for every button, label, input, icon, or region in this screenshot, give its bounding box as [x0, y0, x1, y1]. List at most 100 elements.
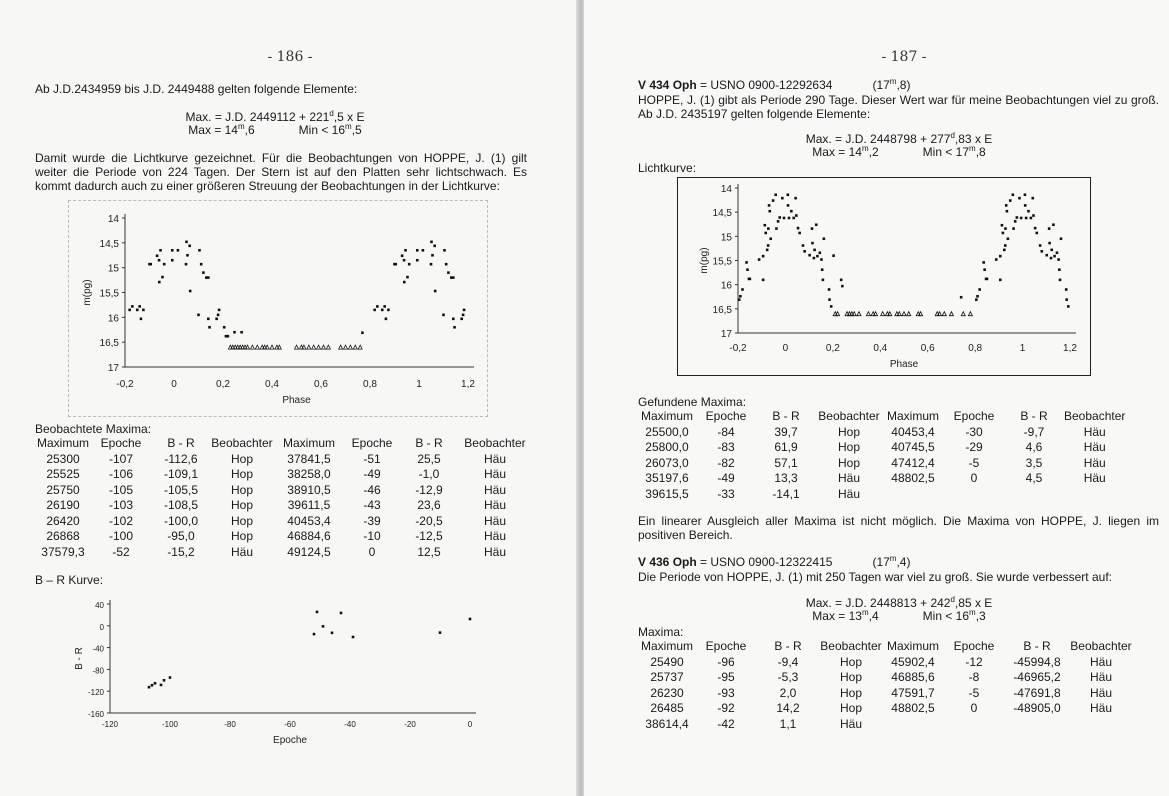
- min-sup: m: [969, 144, 976, 153]
- data-point: [820, 258, 823, 261]
- data-point: [384, 317, 388, 321]
- table-cell: -103: [108, 498, 134, 512]
- lightcurve-chart-frame: [68, 200, 488, 417]
- upper-limit-marker: [896, 310, 902, 317]
- data-point: [468, 617, 472, 621]
- y-tick-label: 14: [721, 184, 733, 195]
- data-point: [150, 683, 154, 687]
- data-point: [453, 325, 456, 329]
- data-point: [224, 334, 228, 338]
- table-title: Beobachtete Maxima:: [35, 422, 152, 436]
- table-cell: 1,1: [779, 716, 797, 731]
- description-paragraph: HOPPE, J. (1) gibt als Periode 290 Tage.…: [638, 93, 1159, 121]
- table-cell: Häu: [1089, 670, 1112, 684]
- upper-limit-marker: [262, 344, 268, 350]
- table-header: Maximum Epoche B - R Beobachter Maximum Epoch…: [638, 409, 1125, 425]
- upper-limit-marker: [851, 310, 857, 317]
- table-title: Gefundene Maxima:: [638, 395, 747, 409]
- x-tick-label: -0,2: [116, 379, 134, 390]
- data-point: [421, 248, 425, 252]
- data-point: [197, 313, 200, 317]
- data-point: [764, 231, 768, 235]
- y-tick-label: -160: [88, 710, 105, 719]
- data-point: [404, 248, 407, 252]
- data-point: [1004, 204, 1008, 207]
- table-cell: -52: [112, 544, 130, 559]
- x-tick-label: -60: [284, 720, 296, 729]
- x-tick-label: 0,8: [968, 343, 982, 354]
- data-point: [761, 254, 765, 258]
- data-point: [985, 277, 989, 281]
- table-cell: -49: [717, 471, 735, 485]
- table-cell: -102: [108, 513, 134, 528]
- table-cell: Häu: [483, 529, 506, 543]
- formula-sup: d: [329, 109, 334, 118]
- upper-limit-marker: [301, 344, 307, 350]
- data-point: [330, 631, 334, 635]
- data-point: [131, 305, 134, 308]
- column-header: Epoche: [953, 639, 995, 653]
- upper-limit-marker: [276, 344, 282, 350]
- data-point: [982, 261, 985, 264]
- data-point: [394, 262, 398, 266]
- data-point: [832, 254, 835, 257]
- data-point: [438, 631, 442, 634]
- data-point: [792, 216, 796, 220]
- description-paragraph: Die Periode von HOPPE, J. (1) mit 250 Ta…: [638, 570, 1112, 584]
- data-point: [188, 244, 191, 248]
- table-cell: Häu: [1083, 440, 1106, 454]
- data-point: [450, 276, 453, 279]
- y-tick-label: 40: [95, 601, 104, 610]
- data-point: [1047, 227, 1051, 230]
- table-cell: Hop: [837, 424, 860, 439]
- data-point: [402, 258, 406, 262]
- x-tick-label: -20: [404, 720, 416, 729]
- table-cell: Hop: [839, 685, 862, 700]
- upper-limit-marker: [274, 344, 280, 350]
- y-tick-label: 14,5: [100, 239, 120, 250]
- table-cell: -5: [968, 685, 980, 700]
- y-tick-label: 16: [108, 313, 120, 324]
- star-mag: (17: [872, 78, 890, 92]
- formula-text: ,83 x E: [954, 132, 993, 146]
- data-point: [202, 271, 205, 274]
- table-row: 35197,6 -49 13,3 Häu 48802,5 0 4,5 Häu: [638, 471, 1125, 487]
- table-cell: Häu: [837, 486, 860, 501]
- column-header: Epoche: [953, 409, 995, 423]
- table-cell: Häu: [1083, 455, 1106, 470]
- x-tick-label: -120: [102, 720, 119, 729]
- data-point: [240, 330, 243, 334]
- table-cell: Häu: [230, 544, 253, 559]
- column-header: B - R: [415, 436, 443, 450]
- table-cell: -39: [363, 513, 381, 528]
- data-point: [339, 611, 343, 615]
- table-cell: 39615,5: [645, 486, 689, 501]
- data-point: [813, 248, 816, 252]
- data-point: [763, 223, 767, 227]
- x-tick-label: 0: [468, 720, 473, 729]
- maxima-table: Maximum Epoche B - R Beobachter Maximum Epoch…: [35, 436, 531, 560]
- formula-sup: d: [950, 131, 955, 140]
- table-cell: -1,0: [418, 467, 440, 481]
- table-cell: 3,5: [1025, 455, 1043, 470]
- column-header: B - R: [774, 639, 802, 653]
- table-header: Maximum Epoche B - R Beobachter Maximum Epoch…: [638, 639, 1132, 655]
- table-header: Maximum Epoche B - R Beobachter Maximum Epoch…: [35, 436, 531, 452]
- data-point: [157, 258, 161, 262]
- x-tick-label: -40: [344, 720, 356, 729]
- table-cell: 26485: [650, 701, 684, 715]
- data-point: [1003, 248, 1006, 252]
- table-cell: 48802,5: [891, 471, 935, 485]
- data-point: [1064, 288, 1068, 291]
- y-axis-title: m(pg): [699, 247, 710, 273]
- data-point: [1029, 216, 1033, 220]
- upper-limit-marker: [298, 344, 305, 350]
- table-cell: Häu: [839, 716, 862, 731]
- table-cell: [882, 487, 944, 503]
- data-point: [155, 254, 159, 258]
- column-header: Beobachter: [1070, 639, 1132, 653]
- data-point: [1008, 199, 1012, 202]
- data-point: [1057, 258, 1060, 261]
- intro-text: Ab J.D.2434959 bis J.D. 2449488 gelten f…: [35, 82, 358, 96]
- data-point: [407, 262, 411, 266]
